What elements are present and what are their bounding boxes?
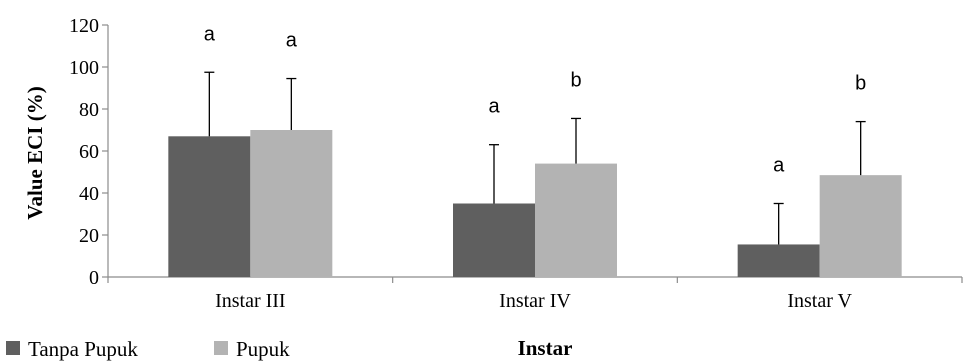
legend-label-pupuk: Pupuk [236, 337, 290, 361]
y-tick-label-20: 20 [79, 225, 99, 247]
bar-tanpa-pupuk-instar-iv [453, 203, 535, 277]
y-tick-label-60: 60 [79, 141, 99, 163]
bar-pupuk-instar-iv [535, 163, 617, 277]
sig-letter-tanpa-pupuk-instar-iv: a [488, 96, 500, 118]
x-tick-label-instar-v: Instar V [787, 290, 852, 312]
sig-letter-pupuk-instar-iii: a [286, 30, 298, 52]
significance-letters: a a a a b b [204, 23, 866, 176]
y-tick-label-0: 0 [89, 267, 99, 289]
bars [168, 130, 902, 277]
y-tick-label-80: 80 [79, 99, 99, 121]
x-axis-label: Instar [518, 336, 573, 360]
y-tick-label-40: 40 [79, 183, 99, 205]
bar-pupuk-instar-v [819, 175, 902, 277]
y-tick-label-120: 120 [69, 15, 99, 37]
sig-letter-tanpa-pupuk-instar-iii: a [204, 23, 216, 45]
legend-label-tanpa-pupuk: Tanpa Pupuk [28, 337, 138, 361]
bar-tanpa-pupuk-instar-iii [168, 136, 251, 277]
x-tick-label-instar-iv: Instar IV [499, 290, 571, 312]
sig-letter-pupuk-instar-iv: b [570, 69, 581, 91]
y-tick-label-100: 100 [69, 57, 99, 79]
bar-tanpa-pupuk-instar-v [737, 244, 820, 277]
y-axis-label: Value ECI (%) [23, 86, 47, 219]
legend-swatch-tanpa-pupuk [6, 341, 20, 355]
legend: Tanpa Pupuk Pupuk [6, 337, 290, 361]
axes: 0 20 40 60 80 100 120 Instar III Instar IV Instar… [69, 15, 963, 312]
x-tick-label-instar-iii: Instar III [215, 290, 286, 312]
sig-letter-tanpa-pupuk-instar-v: a [773, 155, 785, 177]
bar-pupuk-instar-iii [250, 130, 333, 277]
sig-letter-pupuk-instar-v: b [855, 73, 866, 95]
error-bars [204, 71, 866, 245]
legend-swatch-pupuk [214, 341, 228, 355]
